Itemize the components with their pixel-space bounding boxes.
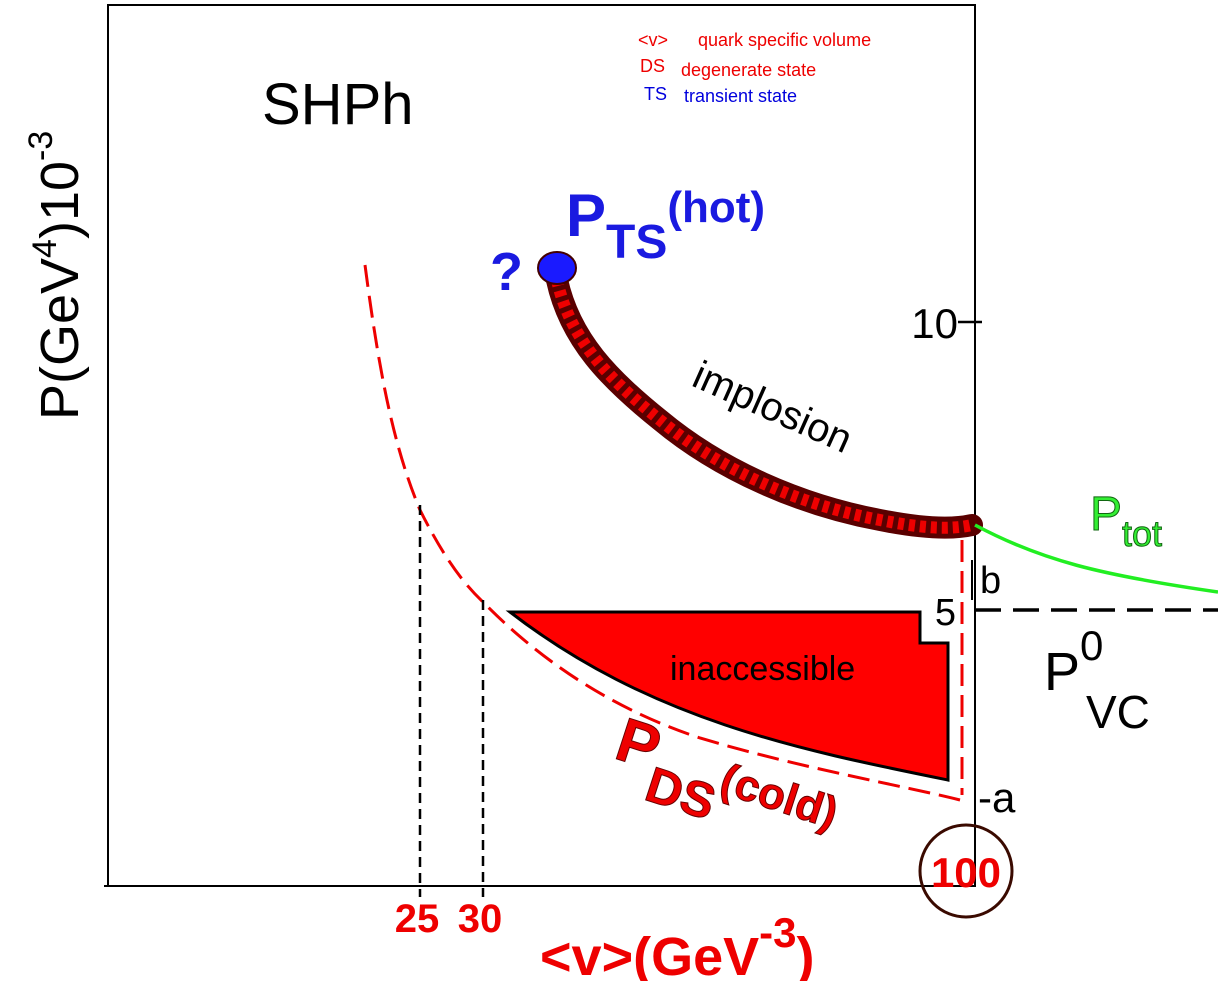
- y-label-mid: )10: [30, 161, 90, 239]
- y-tick-label: 5: [935, 592, 956, 634]
- x-tick-label: 30: [458, 897, 503, 941]
- diagram: <v> quark specific volume DS degenerate …: [0, 0, 1218, 981]
- p-tot-label: Ptot: [1090, 488, 1162, 554]
- x-label-sup: -3: [759, 909, 796, 956]
- question-mark: ?: [490, 242, 523, 302]
- symbol: P: [566, 182, 606, 249]
- y-axis-label: P(GeV4)10-3: [22, 131, 90, 420]
- legend-text: quark specific volume: [698, 30, 871, 50]
- legend: <v> quark specific volume DS degenerate …: [638, 30, 871, 106]
- transient-point: [538, 252, 576, 284]
- x-tick-label: 25: [395, 897, 440, 941]
- subscript: TS: [606, 216, 667, 269]
- region-label: inaccessible: [670, 650, 855, 688]
- tick-label-a: -a: [978, 774, 1016, 821]
- x-label-main: <v>(GeV: [540, 927, 759, 981]
- superscript: (cold): [715, 755, 844, 839]
- symbol: P: [1044, 642, 1080, 702]
- title: SHPh: [262, 72, 414, 137]
- p-ts-label: PTS(hot): [566, 182, 765, 269]
- legend-key: DS: [640, 56, 665, 76]
- legend-key: <v>: [638, 30, 668, 50]
- y-label-sup: -3: [22, 131, 60, 161]
- p-vc-label: P0 VC: [1044, 622, 1150, 738]
- y-label-main: P(GeV: [30, 258, 90, 420]
- x-label-end: ): [797, 927, 815, 981]
- symbol: P: [1090, 488, 1122, 541]
- subscript: VC: [1086, 686, 1150, 738]
- superscript: 0: [1080, 622, 1103, 669]
- legend-key: TS: [644, 84, 667, 104]
- x-axis-label: <v>(GeV-3): [540, 909, 814, 981]
- y-tick-label: 10: [911, 300, 958, 347]
- legend-text: degenerate state: [681, 60, 816, 80]
- y-label-sup: 4: [26, 239, 64, 258]
- x-tick-label: 100: [931, 849, 1001, 896]
- legend-text: transient state: [684, 86, 797, 106]
- tick-label-b: b: [980, 560, 1001, 602]
- subscript: tot: [1122, 513, 1162, 554]
- superscript: (hot): [667, 183, 765, 232]
